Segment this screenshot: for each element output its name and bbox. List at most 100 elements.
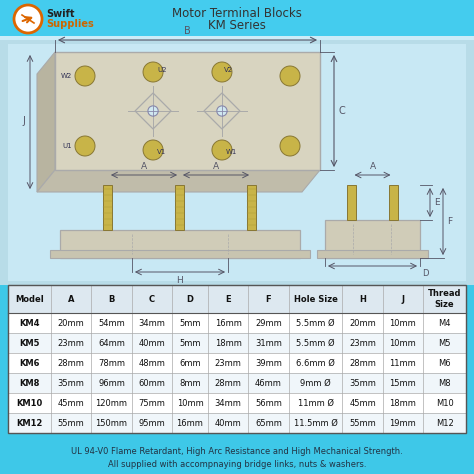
Bar (60, 230, 300, 258)
Text: 18mm: 18mm (215, 338, 242, 347)
Text: 23mm: 23mm (349, 338, 376, 347)
Text: A: A (141, 162, 147, 171)
Text: A: A (213, 162, 219, 171)
Bar (0, 40, 474, 285)
Bar (8, 285, 466, 313)
Text: 10mm: 10mm (390, 319, 416, 328)
Text: 11mm: 11mm (390, 358, 416, 367)
Bar (0, 0, 474, 38)
Text: J: J (401, 294, 404, 303)
Text: 16mm: 16mm (215, 319, 242, 328)
Text: 45mm: 45mm (58, 399, 84, 408)
Text: M6: M6 (438, 358, 451, 367)
Bar (8, 333, 466, 353)
Polygon shape (204, 93, 240, 129)
Text: M12: M12 (436, 419, 454, 428)
Text: 8mm: 8mm (179, 379, 201, 388)
Text: KM5: KM5 (19, 338, 40, 347)
Text: 28mm: 28mm (215, 379, 242, 388)
Bar (175, 185, 184, 230)
Text: 28mm: 28mm (58, 358, 84, 367)
Text: 96mm: 96mm (98, 379, 125, 388)
Bar (8, 285, 466, 433)
Text: A: A (68, 294, 74, 303)
Text: Thread
Size: Thread Size (428, 289, 461, 309)
Text: KM12: KM12 (16, 419, 43, 428)
Text: 55mm: 55mm (349, 419, 376, 428)
Text: 9mm Ø: 9mm Ø (300, 379, 331, 388)
Bar (8, 285, 466, 433)
Circle shape (212, 140, 232, 160)
Text: 16mm: 16mm (177, 419, 203, 428)
Text: U2: U2 (157, 67, 166, 73)
Text: 10mm: 10mm (177, 399, 203, 408)
Text: U1: U1 (63, 143, 72, 149)
Text: 23mm: 23mm (215, 358, 242, 367)
Text: KM10: KM10 (16, 399, 43, 408)
Text: A: A (369, 162, 375, 171)
Text: 34mm: 34mm (138, 319, 165, 328)
Circle shape (212, 62, 232, 82)
Text: 10mm: 10mm (390, 338, 416, 347)
Bar (8, 313, 466, 333)
Text: 34mm: 34mm (215, 399, 242, 408)
Text: M4: M4 (438, 319, 451, 328)
Bar (8, 353, 466, 373)
Text: 55mm: 55mm (58, 419, 84, 428)
Bar (8, 413, 466, 433)
Text: B: B (108, 294, 115, 303)
Text: M10: M10 (436, 399, 454, 408)
Text: 40mm: 40mm (138, 338, 165, 347)
Text: 19mm: 19mm (390, 419, 416, 428)
Bar (8, 373, 466, 393)
Text: D: D (422, 269, 428, 278)
Text: V1: V1 (157, 149, 166, 155)
Text: E: E (434, 198, 439, 207)
Text: 45mm: 45mm (349, 399, 376, 408)
Text: 64mm: 64mm (98, 338, 125, 347)
Text: Model: Model (15, 294, 44, 303)
Text: 54mm: 54mm (98, 319, 125, 328)
Bar (325, 220, 420, 258)
Text: 5mm: 5mm (179, 319, 201, 328)
Text: H: H (177, 276, 183, 285)
Text: 18mm: 18mm (390, 399, 416, 408)
Bar (317, 250, 428, 258)
Text: 20mm: 20mm (58, 319, 84, 328)
Text: 5.5mm Ø: 5.5mm Ø (296, 338, 335, 347)
Text: 95mm: 95mm (138, 419, 165, 428)
Text: J: J (22, 116, 25, 126)
Text: 56mm: 56mm (255, 399, 282, 408)
Text: All supplied with accompnaying bridge links, nuts & washers.: All supplied with accompnaying bridge li… (108, 460, 366, 469)
Polygon shape (37, 52, 55, 192)
Text: F: F (266, 294, 271, 303)
Text: 11mm Ø: 11mm Ø (298, 399, 334, 408)
Polygon shape (135, 93, 171, 129)
Text: 150mm: 150mm (95, 419, 128, 428)
Text: C: C (149, 294, 155, 303)
Text: W2: W2 (61, 73, 72, 79)
Circle shape (280, 136, 300, 156)
Text: KM6: KM6 (19, 358, 40, 367)
Circle shape (143, 62, 163, 82)
Text: UL 94-V0 Flame Retardant, High Arc Resistance and High Mechanical Strength.: UL 94-V0 Flame Retardant, High Arc Resis… (71, 447, 403, 456)
Text: V2: V2 (224, 67, 233, 73)
Text: 11.5mm Ø: 11.5mm Ø (293, 419, 337, 428)
Bar (8, 44, 466, 281)
Text: 15mm: 15mm (390, 379, 416, 388)
Text: KM8: KM8 (19, 379, 40, 388)
Text: F: F (447, 217, 452, 226)
Text: 46mm: 46mm (255, 379, 282, 388)
Bar (103, 185, 112, 230)
Text: 6.6mm Ø: 6.6mm Ø (296, 358, 335, 367)
Text: D: D (186, 294, 193, 303)
Text: M5: M5 (438, 338, 451, 347)
Bar (247, 185, 256, 230)
Text: 40mm: 40mm (215, 419, 241, 428)
Text: C: C (339, 106, 346, 116)
Text: 5mm: 5mm (179, 338, 201, 347)
Text: KM4: KM4 (19, 319, 40, 328)
Text: H: H (359, 294, 366, 303)
Text: 35mm: 35mm (349, 379, 376, 388)
Text: E: E (225, 294, 231, 303)
